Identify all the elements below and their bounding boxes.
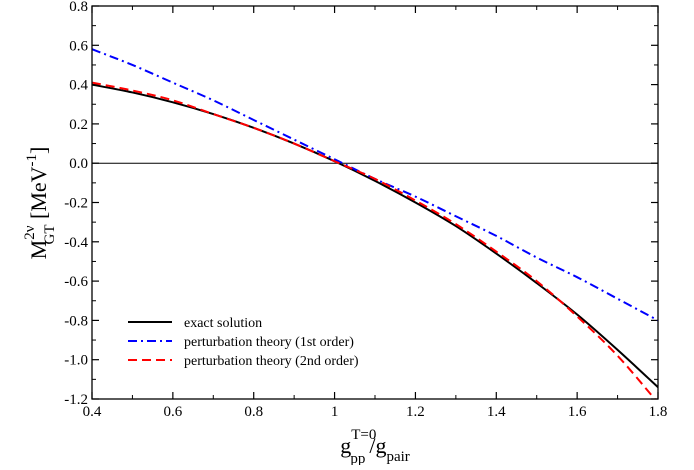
- x-tick-label: 0.4: [83, 404, 102, 420]
- y-axis-title-unit-open: [MeV: [26, 166, 51, 224]
- legend-label-exact: exact solution: [184, 316, 262, 331]
- x-axis-title-sub2: pair: [386, 449, 409, 465]
- x-tick-label: 1.8: [649, 404, 668, 420]
- legend-label-1st-order: perturbation theory (1st order): [184, 335, 354, 350]
- x-tick-label: 1.6: [568, 404, 587, 420]
- y-axis-title: M2ν GT [MeV-1]: [22, 147, 58, 260]
- series-layer: [92, 48, 658, 399]
- series-line-1: [92, 48, 658, 322]
- ticks-layer: 0.4 0.6 0.8 1 1.2 1.4 1.6 1.8 -1.2 -1.0 -0.8 -0.6 -0…: [64, 0, 667, 420]
- y-tick-label: -0.2: [64, 196, 88, 212]
- y-tick-label: -0.6: [64, 274, 88, 290]
- y-axis-title-base: M: [26, 240, 51, 260]
- x-tick-label: 0.6: [163, 404, 182, 420]
- x-tick-label: 1: [331, 404, 339, 420]
- y-tick-label: 0.4: [69, 78, 88, 94]
- x-tick-label: 1.2: [406, 404, 425, 420]
- y-tick-label: -1.0: [64, 353, 88, 369]
- legend: exact solution perturbation theory (1st …: [128, 316, 359, 369]
- x-axis-title-base2: g: [375, 433, 386, 458]
- series-line-0: [92, 83, 658, 388]
- x-axis-title: gT=0 pp/gpair: [340, 427, 410, 465]
- y-axis-title-sup: 2ν: [22, 225, 38, 240]
- y-tick-label: -1.2: [64, 392, 88, 408]
- x-tick-label: 1.4: [487, 404, 506, 420]
- x-axis-title-sub: pp: [350, 451, 365, 465]
- x-axis-title-sup: T=0: [351, 427, 376, 443]
- y-tick-label: -0.8: [64, 313, 88, 329]
- legend-label-2nd-order: perturbation theory (2nd order): [184, 354, 359, 369]
- y-tick-label: 0.6: [69, 38, 88, 54]
- x-axis-title-slash: /: [369, 433, 376, 458]
- series-line-2: [92, 81, 656, 399]
- y-tick-label: 0.2: [69, 117, 88, 133]
- x-axis-title-base: g: [340, 433, 351, 458]
- y-tick-label: -0.4: [64, 235, 88, 251]
- plot-frame: [91, 5, 659, 400]
- y-axis-title-sub: GT: [42, 225, 58, 245]
- y-axis-title-unit-sup: -1: [24, 154, 40, 167]
- y-axis-title-unit-close: ]: [26, 147, 51, 154]
- y-tick-label: 0.0: [69, 156, 88, 172]
- y-tick-label: 0.8: [69, 0, 88, 15]
- x-tick-label: 0.8: [244, 404, 263, 420]
